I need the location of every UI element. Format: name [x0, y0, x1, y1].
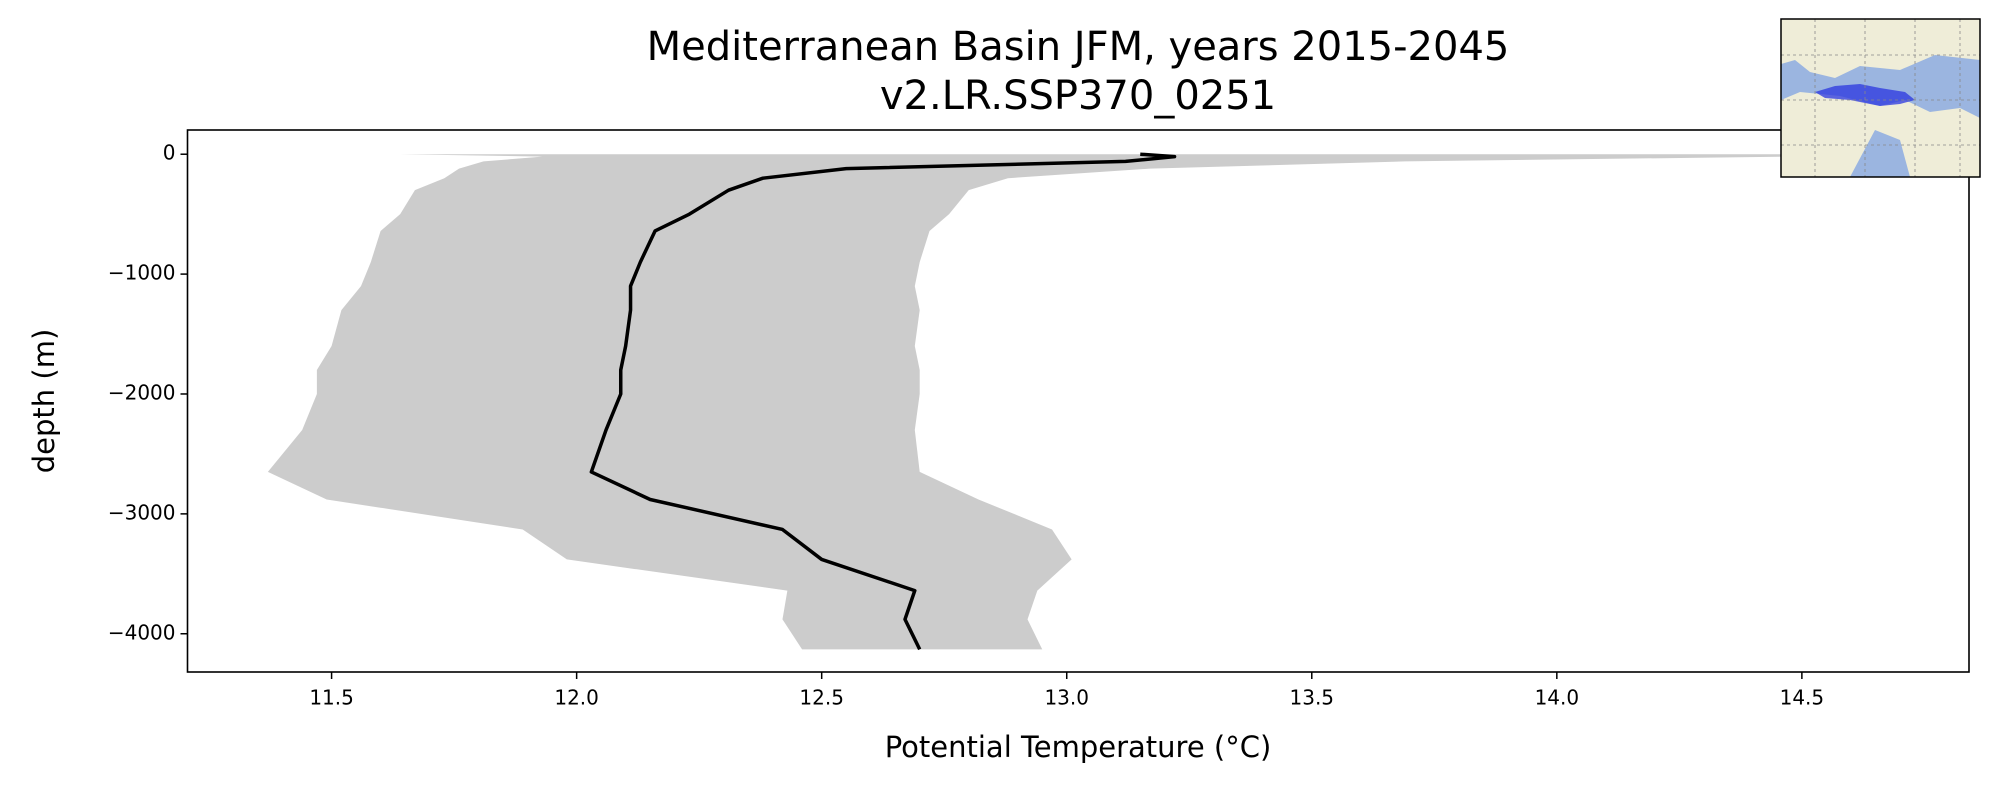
- x-tick-label: 12.0: [554, 686, 599, 710]
- x-axis-label: Potential Temperature (°C): [885, 730, 1272, 764]
- y-tick-label: −4000: [108, 620, 176, 644]
- map-graticule: [1781, 19, 1980, 177]
- chart-title: Mediterranean Basin JFM, years 2015-2045: [647, 24, 1510, 70]
- y-axis-label: depth (m): [27, 329, 61, 474]
- inset-map: [1780, 18, 1981, 178]
- y-tick-label: −3000: [108, 500, 176, 524]
- plot-area: [267, 152, 1964, 651]
- chart-subtitle: v2.LR.SSP370_0251: [880, 73, 1276, 119]
- map-region: [1815, 84, 1915, 106]
- axes-frame: [186, 129, 1970, 673]
- x-tick-label: 14.0: [1535, 686, 1580, 710]
- map-land-north: [1781, 19, 1980, 78]
- mean-line: [589, 152, 1177, 651]
- map-land-south: [1781, 92, 1980, 177]
- range-band: [267, 154, 1964, 650]
- y-tick-label: −2000: [108, 380, 176, 404]
- x-tick-label: 11.5: [309, 686, 354, 710]
- x-tick-label: 13.0: [1044, 686, 1089, 710]
- y-tick-label: −1000: [108, 261, 176, 285]
- x-tick-label: 13.5: [1290, 686, 1335, 710]
- map-frame: [1780, 18, 1981, 178]
- x-tick-label: 12.5: [799, 686, 844, 710]
- y-tick-label: 0: [163, 141, 176, 165]
- x-tick-label: 14.5: [1780, 686, 1825, 710]
